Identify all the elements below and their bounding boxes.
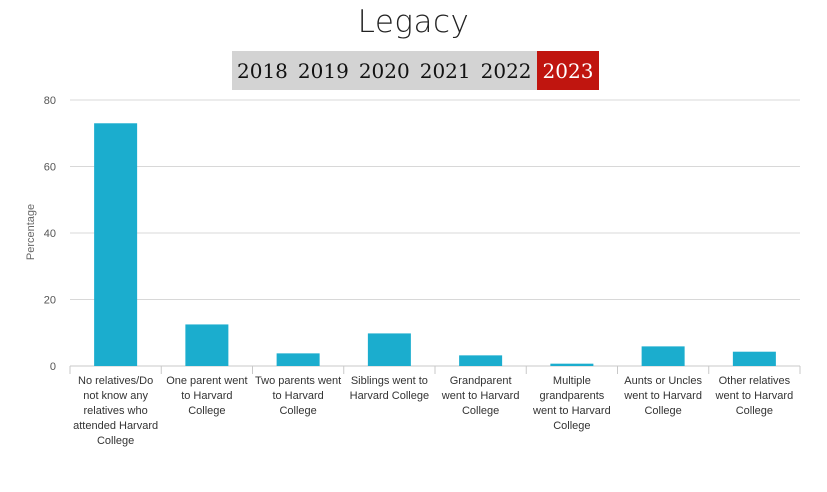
tab-2020[interactable]: 2020 [358,59,410,83]
tab-2022[interactable]: 2022 [480,59,532,83]
x-tick-label: No relatives/Do not know any relatives w… [73,375,159,447]
bar[interactable] [550,363,594,366]
x-axis-ticks [69,366,801,374]
x-tick-label: Other relatives went to Harvard College [715,375,794,417]
tab-2021[interactable]: 2021 [419,59,471,83]
tab-2018[interactable]: 2018 [237,59,288,83]
bar[interactable] [185,324,229,366]
chart-title: Legacy [357,4,470,40]
bar[interactable] [367,333,411,366]
gridlines [70,99,800,367]
y-tick-label: 0 [50,361,56,373]
bar[interactable] [276,353,320,366]
bar[interactable] [732,351,776,366]
tab-2023[interactable]: 2023 [536,51,600,90]
x-tick-label: Multiple grandparents went to Harvard Co… [533,375,611,432]
bar[interactable] [459,355,503,366]
tab-2019[interactable]: 2019 [297,59,349,83]
y-tick-label: 60 [44,162,56,174]
bar[interactable] [94,123,138,367]
x-tick-label: Grandparent went to Harvard College [441,375,520,417]
x-tick-label: Siblings went to Harvard College [349,375,430,402]
x-tick-label: Two parents went to Harvard College [255,375,342,417]
y-axis-ticks: 0 20 40 60 80 [44,95,56,373]
y-tick-label: 20 [44,295,56,307]
bars [94,123,776,367]
x-tick-label: One parent went to Harvard College [166,375,248,417]
x-tick-label: Aunts or Uncles went to Harvard College [624,375,702,417]
y-tick-label: 80 [44,95,56,107]
y-tick-label: 40 [44,228,56,240]
bar[interactable] [641,346,685,366]
year-tabs: 2018 2019 2020 2021 2022 2023 [232,51,600,90]
y-axis-title: Percentage [25,204,37,260]
